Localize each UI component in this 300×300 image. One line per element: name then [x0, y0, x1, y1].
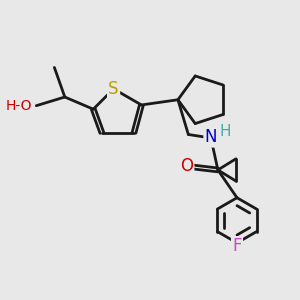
Text: F: F: [232, 237, 242, 255]
Text: S: S: [108, 80, 119, 98]
Text: H: H: [220, 124, 231, 139]
Text: H-O: H-O: [6, 99, 32, 113]
Text: N: N: [205, 128, 217, 146]
Text: O: O: [180, 157, 193, 175]
